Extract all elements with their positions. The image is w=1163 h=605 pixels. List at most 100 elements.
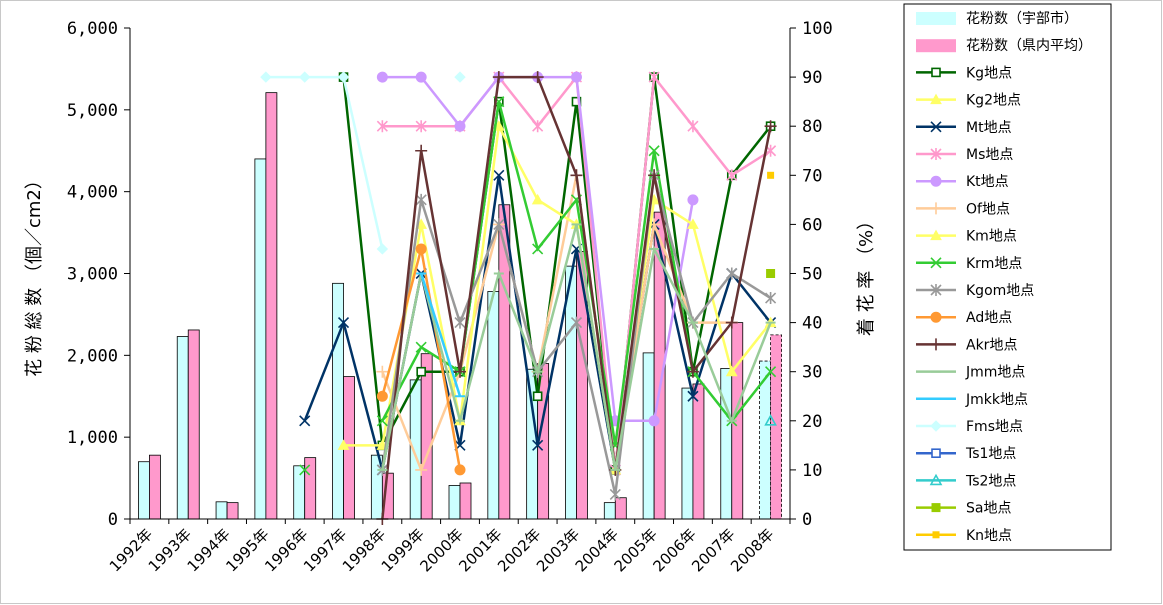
- legend-marker-ad-shape: [930, 311, 942, 323]
- y-left-tick-label: 6,000: [67, 19, 118, 39]
- point-krm: [299, 464, 311, 476]
- point-kg: [416, 366, 426, 377]
- bar-pref-avg: [265, 92, 278, 520]
- point-kt: [376, 71, 388, 83]
- bar-pref-avg: [692, 383, 705, 520]
- legend-marker-kt-shape: [930, 175, 942, 187]
- bar-pref-avg: [614, 497, 627, 520]
- legend-label: Jmm地点: [965, 365, 1025, 381]
- legend-marker-sa: [931, 503, 941, 513]
- point-akr: [492, 71, 505, 84]
- legend-marker-fms-shape: [930, 420, 942, 432]
- point-fms-shape: [337, 71, 350, 83]
- point-ms: [376, 120, 388, 133]
- point-of: [415, 463, 428, 476]
- point-kgom: [493, 218, 505, 231]
- point-ms: [415, 120, 427, 133]
- legend: 花粉数（宇部市） 花粉数（県内平均） Kg地点 Kg2地点 Mt地点 Ms地点 Kt地点 Of…: [903, 3, 1112, 551]
- legend-marker-kg2-shape: [930, 93, 942, 105]
- bar-ube: [603, 502, 616, 520]
- point-ms: [648, 71, 660, 84]
- legend-marker-sa-shape: [931, 503, 941, 513]
- bar-pref-avg: [576, 251, 588, 520]
- point-kgom-shape: [454, 316, 466, 329]
- point-kt-shape: [570, 71, 582, 83]
- point-krm-shape: [648, 145, 660, 157]
- point-krm-shape: [376, 415, 388, 427]
- point-km-shape: [687, 218, 699, 229]
- point-akr: [415, 144, 428, 157]
- legend-marker-km: [930, 229, 942, 241]
- point-ad-shape: [415, 243, 427, 255]
- legend-marker-mt: [930, 121, 942, 133]
- legend-marker-of-shape: [930, 202, 942, 215]
- point-fms: [260, 71, 272, 83]
- point-ms-shape: [687, 120, 699, 133]
- bar-ube: [759, 360, 771, 520]
- legend-label: Kn地点: [966, 528, 1012, 544]
- y-right-tick-label: 10: [802, 461, 822, 481]
- point-akr-shape: [454, 365, 466, 378]
- point-akr-shape: [415, 144, 428, 157]
- legend-marker-ad: [930, 311, 942, 323]
- legend-marker-of: [930, 202, 942, 215]
- point-kg-shape: [416, 366, 426, 377]
- bar-pref-avg: [420, 353, 433, 520]
- point-km-shape: [337, 439, 350, 450]
- legend-label: Kg2地点: [966, 93, 1021, 109]
- y-right-tick-label: 20: [802, 412, 822, 432]
- point-kt-shape: [454, 120, 466, 132]
- legend-label: Ad地点: [966, 310, 1012, 326]
- point-akr: [454, 365, 466, 378]
- point-kt: [454, 120, 466, 132]
- point-kt-shape: [648, 415, 660, 427]
- point-ad: [376, 390, 388, 402]
- series-line-jmkk: [419, 273, 462, 397]
- point-krm: [648, 145, 660, 157]
- y-right-tick-label: 80: [802, 117, 822, 137]
- point-fms-shape: [298, 71, 311, 83]
- point-ms-shape: [415, 120, 427, 133]
- point-mt: [493, 169, 505, 181]
- legend-marker-ts1-shape: [931, 448, 941, 459]
- bar-ube: [487, 291, 500, 520]
- point-fms-shape: [454, 71, 466, 83]
- y-right-tick-label: 0: [802, 510, 812, 530]
- legend-label: 花粉数（県内平均）: [966, 38, 1092, 54]
- point-akr: [764, 120, 777, 133]
- point-km: [337, 439, 350, 450]
- legend-marker-kgom: [930, 284, 942, 296]
- point-kgom: [415, 193, 427, 206]
- point-km: [687, 218, 699, 229]
- legend-marker-kt: [930, 175, 942, 187]
- point-ad-shape: [376, 390, 388, 402]
- y-right-tick-label: 40: [802, 314, 822, 334]
- bar-ube: [138, 461, 150, 520]
- point-kgom: [570, 316, 583, 329]
- point-kgom-shape: [765, 292, 777, 305]
- point-kgom: [765, 292, 777, 305]
- point-kgom: [726, 267, 738, 280]
- point-fms: [454, 71, 466, 83]
- legend-label: Kg地点: [966, 65, 1012, 81]
- bar-ube: [293, 465, 306, 520]
- point-fms: [298, 71, 311, 83]
- point-kt-shape: [687, 194, 699, 206]
- point-akr-shape: [648, 169, 661, 182]
- point-km-shape: [531, 193, 544, 205]
- legend-label: Fms地点: [966, 419, 1023, 435]
- legend-label: Kgom地点: [966, 283, 1034, 299]
- point-ad: [454, 464, 466, 476]
- bar-ube: [215, 501, 228, 520]
- point-of-shape: [415, 463, 428, 476]
- point-mt: [532, 439, 544, 451]
- point-mt: [337, 317, 350, 329]
- point-fms: [376, 243, 389, 255]
- bar-pref-avg: [187, 329, 200, 520]
- point-mt-shape: [299, 415, 311, 427]
- point-km: [531, 193, 544, 205]
- legend-label: Mt地点: [966, 120, 1012, 136]
- y-left-tick-label: 4,000: [67, 183, 118, 203]
- point-fms-shape: [260, 71, 272, 83]
